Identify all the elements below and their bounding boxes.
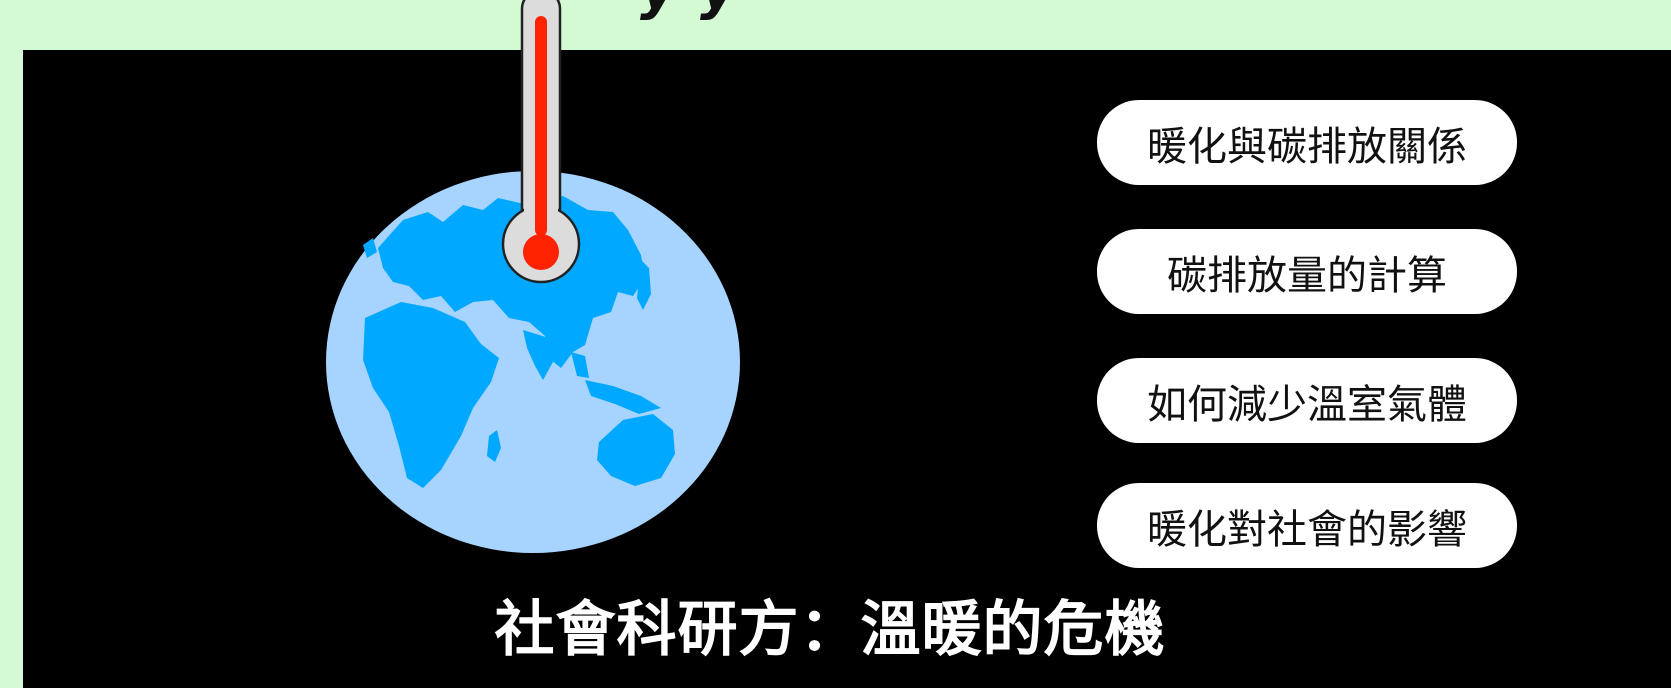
topic-button-warming-carbon[interactable]: 暖化與碳排放關係 (1097, 100, 1517, 185)
globe-svg (326, 0, 740, 553)
topic-button-social-impact[interactable]: 暖化對社會的影響 (1097, 483, 1517, 568)
globe-illustration (323, 0, 743, 560)
slide-title: 社會科研方：溫暖的危機 (494, 595, 1166, 665)
topic-button-carbon-calculation[interactable]: 碳排放量的計算 (1097, 229, 1517, 314)
topic-button-reduce-greenhouse[interactable]: 如何減少溫室氣體 (1097, 358, 1517, 443)
header-partial-text: y y (640, 0, 739, 18)
thermometer-icon (501, 0, 581, 284)
